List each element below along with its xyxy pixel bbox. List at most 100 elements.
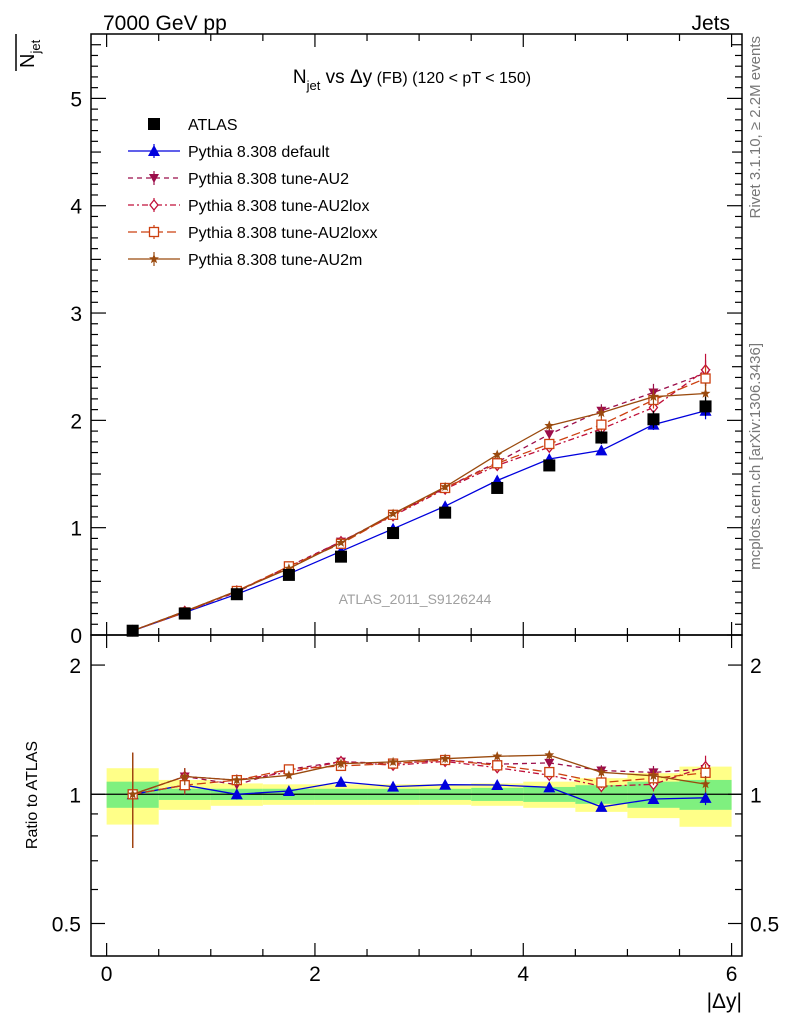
ratio-point <box>596 777 607 788</box>
data-point <box>596 419 607 430</box>
data-point <box>596 407 607 418</box>
data-point <box>336 537 346 547</box>
ratio-point <box>544 766 555 778</box>
ratio-point <box>544 749 555 760</box>
ratio-point <box>334 775 347 787</box>
ratio-y-axis-label: Ratio to ATLAS <box>24 741 41 849</box>
legend-entry: Pythia 8.308 tune-AU2m <box>128 252 362 269</box>
ratio-y-tick-label: 0.5 <box>52 913 81 936</box>
x-tick-label: 4 <box>517 963 529 986</box>
data-point <box>282 568 295 581</box>
y-tick-label: 3 <box>70 303 82 326</box>
legend-marker <box>149 174 159 183</box>
ratio-y-tick-label: 1 <box>69 784 81 807</box>
data-point <box>595 431 608 444</box>
ratio-line <box>132 759 706 795</box>
legend-label: ATLAS <box>188 117 238 134</box>
data-point <box>492 449 503 459</box>
legend-marker <box>148 118 160 130</box>
legend: ATLAS Pythia 8.308 default Pythia 8.308 tu… <box>128 117 377 269</box>
ratio-y-tick-label-right: 0.5 <box>750 913 779 936</box>
ratio-series-5 <box>127 749 711 848</box>
y-tick-label: 0 <box>70 625 82 648</box>
data-point <box>178 607 191 620</box>
ratio-point <box>127 789 138 799</box>
ratio-point <box>700 778 711 789</box>
series-line <box>132 372 706 632</box>
main-panel-series <box>126 353 712 637</box>
legend-label: Pythia 8.308 default <box>188 144 330 161</box>
ratio-point <box>543 781 556 793</box>
ratio-y-tick-label-right: 1 <box>750 784 762 807</box>
legend-label: Pythia 8.308 tune-AU2 <box>188 171 349 188</box>
header-left: 7000 GeV pp <box>103 12 227 35</box>
ratio-point <box>282 784 295 796</box>
ratio-point <box>595 800 608 812</box>
data-point <box>595 444 608 456</box>
x-tick-label: 2 <box>309 963 321 986</box>
legend-entry: Pythia 8.308 tune-AU2 <box>128 171 349 188</box>
data-point <box>334 550 347 563</box>
legend-entry: ATLAS <box>148 117 238 134</box>
legend-marker <box>149 198 159 212</box>
data-point <box>126 624 139 637</box>
legend-entry: Pythia 8.308 tune-AU2loxx <box>128 225 377 242</box>
data-point <box>491 481 504 494</box>
legend-label: Pythia 8.308 tune-AU2m <box>188 252 362 269</box>
ratio-point <box>492 751 503 761</box>
ratio-point <box>647 792 660 804</box>
legend-label: Pythia 8.308 tune-AU2loxx <box>188 225 377 242</box>
ratio-point <box>699 791 712 803</box>
ratio-point <box>230 788 243 800</box>
series-line <box>132 377 706 632</box>
data-point <box>544 438 555 450</box>
ratio-line <box>132 754 706 795</box>
data-point <box>284 563 294 573</box>
legend-entry: Pythia 8.308 default <box>128 144 330 161</box>
ratio-point <box>179 771 190 781</box>
x-tick-label: 0 <box>101 963 113 986</box>
data-point <box>544 420 555 430</box>
y-axis-label: Njet <box>15 34 43 71</box>
ratio-point <box>439 778 452 790</box>
x-tick-label: 6 <box>726 963 738 986</box>
data-point <box>648 391 659 401</box>
ratio-point <box>596 767 607 777</box>
y-tick-label: 2 <box>70 410 82 433</box>
legend-marker <box>149 253 159 264</box>
ratio-point <box>544 758 555 768</box>
legend-entry: Pythia 8.308 tune-AU2lox <box>128 198 369 215</box>
data-point <box>230 588 243 601</box>
chart-title: Njet vs Δy (FB) (120 < pT < 150) <box>293 67 531 93</box>
ratio-point <box>648 770 659 780</box>
data-point <box>700 388 711 398</box>
x-axis-label: |Δy| <box>707 990 742 1013</box>
series-0 <box>126 396 712 637</box>
ratio-panel-series <box>126 749 712 848</box>
ratio-line <box>132 781 706 808</box>
y-tick-label: 1 <box>70 518 82 541</box>
data-point <box>647 413 660 426</box>
axes: 0 2 4 6 0 1 2 3 4 5 0.5 0.5 1 1 2 2 <box>52 33 779 986</box>
ratio-point <box>388 756 398 767</box>
legend-marker <box>148 145 160 156</box>
ratio-uncertainty-bands <box>106 766 732 827</box>
ratio-y-tick-label-right: 2 <box>750 655 762 678</box>
data-point <box>699 400 712 413</box>
mcplots-reference-text: mcplots.cern.ch [arXiv:1306.3436] <box>747 343 764 570</box>
ratio-point <box>387 780 400 792</box>
rivet-version-text: Rivet 3.1.10, ≥ 2.2M events <box>747 36 764 219</box>
data-point <box>440 481 451 492</box>
ratio-point <box>492 760 503 771</box>
series-line <box>132 392 706 632</box>
data-point <box>543 459 556 472</box>
ratio-point <box>284 770 294 780</box>
ratio-point <box>231 774 242 785</box>
data-point <box>544 430 555 440</box>
analysis-watermark: ATLAS_2011_S9126244 <box>339 591 492 607</box>
legend-label: Pythia 8.308 tune-AU2lox <box>188 198 369 215</box>
y-tick-label: 4 <box>70 196 82 219</box>
header-right: Jets <box>691 12 730 35</box>
data-point <box>388 508 398 518</box>
